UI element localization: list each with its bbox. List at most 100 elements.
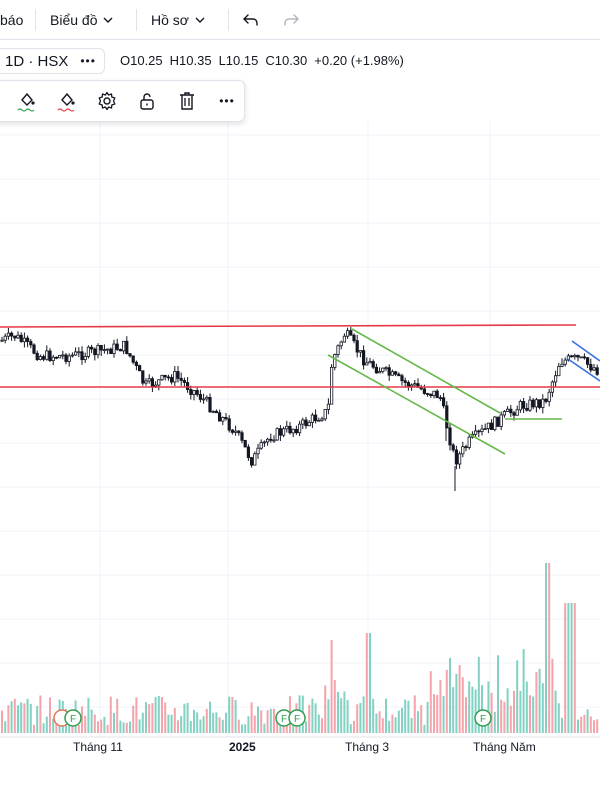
undo-button[interactable] <box>243 0 259 40</box>
candle-body <box>61 354 65 357</box>
volume-bar <box>506 688 509 733</box>
trash-icon[interactable] <box>175 89 199 113</box>
paint-bucket-icon[interactable] <box>15 89 39 113</box>
divider <box>35 9 36 31</box>
candle-body <box>131 355 135 363</box>
volume-bar <box>49 697 51 733</box>
chart-drawings <box>0 324 600 455</box>
volume-bar <box>225 712 227 733</box>
volume-bar <box>116 698 119 733</box>
volume-bar <box>385 698 387 733</box>
volume-bar <box>263 723 266 733</box>
candle-body <box>467 436 471 448</box>
redo-button[interactable] <box>283 0 299 40</box>
volume-bar <box>417 711 419 733</box>
candle-body <box>538 399 542 408</box>
candle-body <box>29 341 33 346</box>
volume-bar <box>554 690 557 733</box>
volume-bar <box>535 672 538 733</box>
volume-bar <box>17 705 19 733</box>
report-menu-label: báo <box>0 12 24 28</box>
candle-body <box>201 398 206 401</box>
candle-body <box>317 419 321 422</box>
report-menu[interactable]: báo <box>0 0 23 40</box>
volume-bar <box>580 716 583 733</box>
volume-bar <box>503 701 506 733</box>
candle-body <box>483 428 487 431</box>
candle-body <box>393 371 398 375</box>
more-icon[interactable]: ••• <box>219 94 235 108</box>
blue-channel-upper-line <box>571 340 600 362</box>
x-axis-label: Tháng 11 <box>73 740 123 754</box>
candle-body <box>182 380 186 383</box>
candle-body <box>397 373 401 377</box>
symbol-more-icon[interactable]: ••• <box>80 54 96 68</box>
candle-body <box>387 367 391 376</box>
paint-bucket-icon[interactable] <box>55 89 79 113</box>
volume-bar <box>29 703 32 733</box>
channel-lower-line <box>327 354 506 455</box>
volume-bar <box>196 712 199 733</box>
volume-bar <box>445 669 448 733</box>
candle-body <box>554 375 558 383</box>
x-axis-label: 2025 <box>229 740 256 754</box>
volume-bar <box>209 701 211 733</box>
candle-body <box>304 419 308 427</box>
volume-bar <box>122 722 125 733</box>
candle-body <box>3 335 7 341</box>
volume-bar <box>481 685 483 733</box>
candle-body <box>137 365 142 372</box>
volume-bar <box>522 649 525 733</box>
volume-bar <box>164 702 167 733</box>
unlock-icon[interactable] <box>135 89 159 113</box>
ohlc-legend: O10.25 H10.35 L10.15 C10.30 +0.20 (+1.98… <box>120 50 404 70</box>
symbol-selector[interactable]: 1D · HSX ••• <box>0 48 105 74</box>
candle-body <box>512 412 516 416</box>
profile-menu[interactable]: Hồ sơ <box>151 0 205 40</box>
candle-body <box>457 453 462 465</box>
volume-bar <box>429 671 432 733</box>
candle-body <box>205 397 209 400</box>
volume-bar <box>145 702 147 733</box>
volume-bar <box>148 704 151 733</box>
candle-body <box>102 349 106 351</box>
candle-body <box>582 356 587 359</box>
candle-body <box>246 446 250 458</box>
candle-body <box>160 374 164 381</box>
gear-icon[interactable] <box>95 89 119 113</box>
candle-body <box>122 340 126 352</box>
volume-bar <box>327 699 330 733</box>
candle-body <box>272 439 276 442</box>
candle-body <box>368 361 372 364</box>
volume-bar <box>228 696 231 733</box>
candle-body <box>329 366 334 405</box>
volume-bar <box>436 694 439 733</box>
candle-body <box>77 351 81 354</box>
volume-bar <box>538 668 541 733</box>
volume-bar <box>68 722 71 733</box>
volume-bar <box>81 706 83 733</box>
volume-bar <box>253 715 256 733</box>
volume-bar <box>154 697 157 733</box>
volume-bar <box>468 681 471 733</box>
redo-icon <box>284 14 299 26</box>
candle-body <box>579 356 583 359</box>
candle-body <box>45 350 49 360</box>
candle-body <box>224 417 228 420</box>
candle-body <box>541 398 545 408</box>
candle-body <box>189 389 193 395</box>
volume-bar <box>439 679 442 733</box>
candle-body <box>198 394 202 400</box>
volume-bar <box>589 716 592 733</box>
candle-body <box>179 377 183 381</box>
candle-body <box>358 350 363 353</box>
candle-body <box>70 354 74 357</box>
event-marker-circle <box>474 709 492 727</box>
volume-bar <box>36 705 39 733</box>
candle-body <box>233 430 238 433</box>
candle-body <box>6 332 10 337</box>
candle-body <box>518 401 523 411</box>
chart-menu[interactable]: Biểu đồ <box>50 0 113 40</box>
candle-body <box>93 348 97 356</box>
